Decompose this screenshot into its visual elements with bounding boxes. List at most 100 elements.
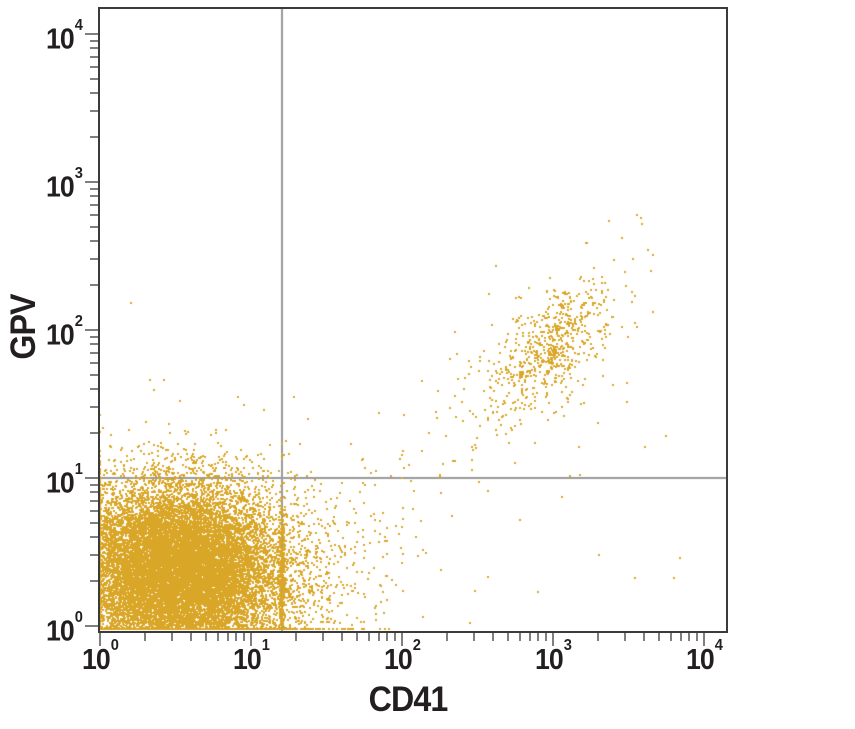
x-tick-label-1e2: 102 [361,637,444,677]
axis-tick-mark [506,633,509,641]
axis-tick-mark [90,483,98,486]
axis-tick-mark [545,633,548,641]
axis-tick-mark [85,625,98,627]
axis-tick-mark [90,335,98,338]
axis-tick-mark [90,351,98,354]
x-tick-label-1e1: 101 [210,637,293,677]
axis-tick-mark [679,633,682,641]
axis-tick-mark [99,633,101,646]
axis-tick-mark [90,187,98,190]
axis-tick-mark [90,373,98,376]
axis-tick-mark [401,633,403,646]
axis-tick-mark [657,633,660,641]
axis-tick-mark [243,633,246,641]
axis-tick-mark [90,55,98,58]
tick-label-base: 10 [81,644,111,676]
tick-label-base: 10 [685,644,715,676]
axis-tick-mark [537,633,540,641]
axis-tick-mark [394,633,397,641]
tick-label-exponent: 3 [74,165,83,183]
tick-label-base: 10 [232,644,262,676]
tick-label-base: 10 [534,644,564,676]
y-tick-label-1e1: 101 [16,461,83,500]
x-axis-title: CD41 [368,680,449,719]
axis-tick-mark [552,633,554,646]
y-tick-label-1e3: 103 [16,165,83,204]
axis-tick-mark [528,633,531,641]
axis-tick-mark [235,633,238,641]
axis-tick-mark [491,633,494,641]
tick-label-exponent: 1 [74,461,83,479]
y-tick-label-1e2: 102 [16,313,83,352]
axis-tick-mark [90,77,98,80]
axis-tick-mark [355,633,358,641]
axis-tick-mark [85,329,98,331]
tick-label-base: 10 [383,644,413,676]
tick-label-exponent: 1 [261,637,270,655]
axis-tick-mark [688,633,691,641]
axis-tick-mark [322,633,325,641]
axis-tick-mark [473,633,476,641]
axis-tick-mark [90,521,98,524]
axis-tick-mark [90,47,98,50]
axis-tick-mark [90,65,98,68]
axis-tick-mark [90,39,98,42]
axis-tick-mark [624,633,627,641]
axis-tick-mark [85,181,98,183]
axis-tick-mark [216,633,219,641]
axis-tick-mark [90,580,98,583]
plot-area [98,7,728,633]
tick-label-exponent: 3 [563,637,572,655]
axis-tick-mark [90,213,98,216]
axis-tick-mark [90,554,98,557]
axis-tick-mark [90,387,98,390]
tick-label-base: 10 [45,319,75,352]
axis-tick-mark [295,633,298,641]
tick-label-base: 10 [45,23,75,56]
tick-label-exponent: 4 [74,17,83,35]
axis-tick-mark [90,225,98,228]
axis-tick-mark [90,258,98,261]
axis-tick-mark [340,633,343,641]
axis-tick-mark [85,477,98,479]
axis-tick-mark [171,633,174,641]
axis-tick-mark [90,195,98,198]
tick-label-exponent: 4 [714,637,723,655]
y-tick-label-1e0: 100 [16,609,83,648]
axis-tick-mark [85,33,98,35]
tick-label-base: 10 [45,171,75,204]
x-tick-label-1e3: 103 [512,637,595,677]
axis-tick-mark [446,633,449,641]
axis-tick-mark [669,633,672,641]
x-tick-label-1e4: 104 [663,637,746,677]
axis-tick-mark [386,633,389,641]
axis-tick-mark [204,633,207,641]
axis-tick-mark [597,633,600,641]
axis-tick-mark [367,633,370,641]
tick-label-exponent: 0 [74,609,83,627]
axis-tick-mark [90,203,98,206]
axis-tick-mark [90,136,98,139]
axis-tick-mark [90,91,98,94]
axis-tick-mark [250,633,252,646]
x-tick-label-1e0: 100 [59,637,142,677]
axis-tick-mark [189,633,192,641]
tick-label-base: 10 [45,467,75,500]
axis-tick-mark [90,406,98,409]
axis-tick-mark [696,633,699,641]
axis-tick-mark [642,633,645,641]
tick-label-exponent: 2 [412,637,421,655]
scatter-points-canvas [100,9,726,631]
tick-label-exponent: 0 [110,637,119,655]
axis-tick-mark [90,509,98,512]
y-tick-label-1e4: 104 [16,17,83,56]
axis-tick-mark [90,535,98,538]
axis-tick-mark [144,633,147,641]
axis-tick-mark [90,110,98,113]
axis-tick-mark [703,633,705,646]
axis-tick-mark [90,491,98,494]
axis-tick-mark [90,239,98,242]
axis-tick-mark [518,633,521,641]
tick-label-base: 10 [45,615,75,648]
axis-tick-mark [90,343,98,346]
